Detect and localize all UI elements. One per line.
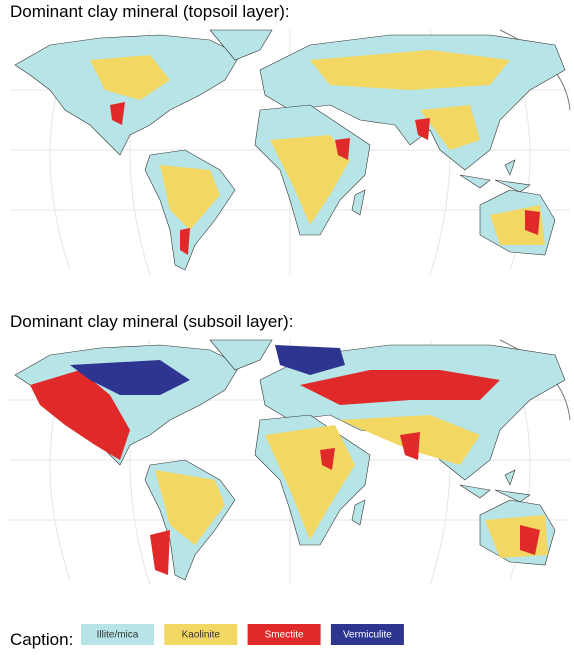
legend-label: Caption:	[10, 630, 73, 649]
map-subsoil	[9, 339, 571, 586]
vermiculite-areas	[70, 345, 345, 395]
legend: Illite/mica Kaolinite Smectite Vermiculite	[81, 624, 404, 645]
smectite-areas	[110, 102, 540, 255]
legend-item-label: Illite/mica	[97, 630, 139, 641]
legend-item-label: Vermiculite	[343, 630, 392, 641]
legend-swatch	[81, 624, 154, 645]
legend-swatch	[247, 624, 321, 645]
map-title: Dominant clay mineral (subsoil layer):	[10, 312, 293, 331]
legend-swatch	[164, 624, 238, 645]
legend-item-label: Smectite	[265, 630, 304, 641]
kaolinite-areas	[90, 50, 545, 245]
smectite-areas	[30, 370, 540, 575]
legend-swatch	[330, 624, 404, 645]
legend-item-label: Kaolinite	[182, 630, 221, 641]
map-title: Dominant clay mineral (topsoil layer):	[10, 2, 290, 21]
map-topsoil	[9, 29, 571, 276]
